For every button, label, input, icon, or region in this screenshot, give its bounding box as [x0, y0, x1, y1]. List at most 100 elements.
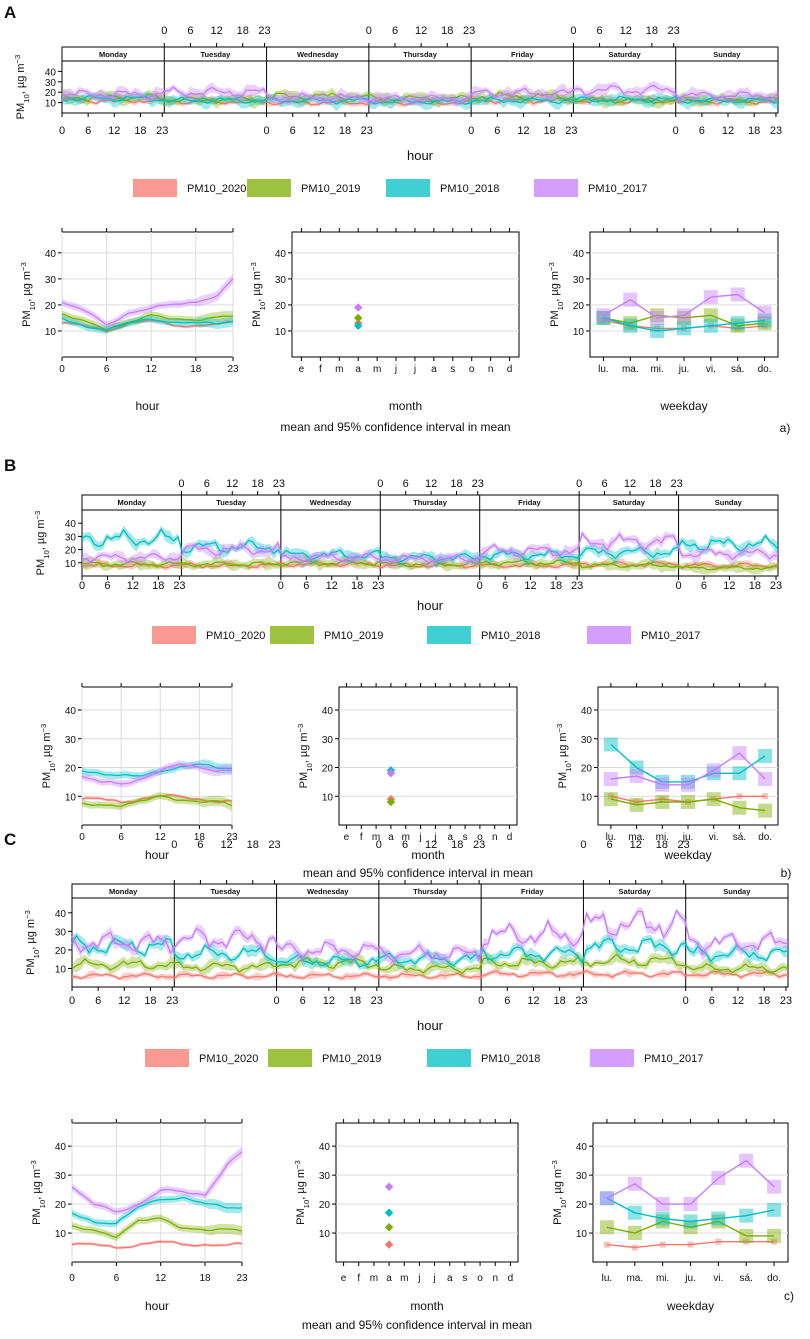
day-label: Thursday — [403, 50, 438, 59]
y-label-unit: , µg m — [25, 919, 37, 950]
month-panel-x-tick-label: e — [341, 1273, 347, 1284]
month-point-PM10_2017 — [386, 769, 396, 778]
month-panel-x-tick-label: m — [402, 832, 410, 843]
hour-panel-PM10_2019-ci-band — [72, 1214, 242, 1241]
day-label: Friday — [521, 887, 544, 896]
weekday-ci-box-PM10_2020 — [607, 793, 614, 800]
month-panel-x-label: month — [389, 399, 422, 413]
weekday-panel-x-tick-label: vi. — [709, 832, 719, 843]
day-label: Monday — [109, 887, 138, 896]
hour-panel-y-tick-label: 40 — [45, 249, 57, 260]
bottom-hour-tick-label: 6 — [709, 995, 715, 1007]
legend-label: PM10_2020 — [206, 630, 265, 642]
hour-panel-x-tick-label: 18 — [194, 832, 206, 843]
bottom-hour-tick-label: 18 — [749, 580, 761, 592]
weekly-PM10_2019-line — [61, 91, 779, 105]
weekday-panel-y-tick-label: 20 — [576, 1200, 588, 1211]
y-label-sub: 10 — [559, 1200, 568, 1209]
weekday-panel-y-tick-label: 20 — [573, 301, 585, 312]
month-panel-x-tick-label: a — [388, 832, 394, 843]
top-hour-tick-label: 23 — [258, 25, 270, 37]
legend-swatch-PM10_2018 — [427, 626, 471, 644]
top-hour-tick-label: 6 — [607, 839, 613, 851]
day-label: Tuesday — [216, 498, 247, 507]
bottom-hour-tick-label: 23 — [156, 125, 168, 137]
top-hour-tick-label: 18 — [646, 25, 658, 37]
weekday-ci-box-PM10_2020 — [762, 793, 769, 800]
weekday-line-PM10_2020 — [606, 1240, 775, 1249]
bottom-hour-tick-label: 18 — [339, 125, 351, 137]
y-label-main: PM — [15, 103, 27, 120]
weekly-y-tick-label: 10 — [45, 99, 57, 110]
hour-panel-PM10_2020-line — [61, 319, 234, 333]
top-hour-tick-label: 18 — [451, 839, 463, 851]
hour-panel-PM10_2017-line — [61, 278, 234, 326]
top-hour-tick-label: 23 — [463, 25, 475, 37]
top-hour-tick-label: 18 — [247, 839, 259, 851]
month-panel-x-tick-label: j — [413, 364, 416, 375]
bottom-hour-tick-label: 23 — [371, 995, 383, 1007]
month-point-PM10_2018 — [353, 321, 363, 330]
top-hour-tick-label: 12 — [220, 839, 232, 851]
y-label-exp: −3 — [23, 910, 32, 919]
weekday-ci-box-PM10_2019 — [603, 792, 618, 807]
month-panel-x-tick-label: m — [370, 1273, 378, 1284]
month-panel-y-tick-label: 30 — [275, 275, 287, 286]
weekday-panel-y-tick-label: 10 — [573, 327, 585, 338]
weekday-line-PM10_2019 — [610, 798, 766, 812]
hour-panel-PM10_2019-ci-band — [62, 310, 233, 334]
weekday-panel-x-tick-label: lu. — [606, 832, 617, 843]
weekly-PM10_2017-line — [61, 84, 779, 103]
weekday-line-PM10_2018 — [606, 1197, 775, 1223]
hour-panel-PM10_2018-line — [81, 763, 233, 777]
legend-label: PM10_2017 — [588, 183, 647, 195]
top-hour-tick-label: 0 — [376, 839, 382, 851]
month-panel-x-tick-label: e — [299, 364, 305, 375]
hour-panel-y-tick-label: 10 — [55, 1229, 67, 1240]
legend-label: PM10_2019 — [301, 183, 360, 195]
top-hour-tick-label: 23 — [273, 478, 285, 490]
y-label-sub: 10 — [28, 302, 37, 311]
weekly-y-tick-label: 20 — [45, 88, 57, 99]
weekday-panel-y-tick-label: 10 — [576, 1229, 588, 1240]
weekly-x-label: hour — [417, 1018, 444, 1033]
weekday-panel-y-tick-label: 20 — [581, 764, 593, 775]
weekly-y-tick-label: 40 — [65, 519, 77, 530]
top-hour-tick-label: 18 — [252, 478, 264, 490]
month-panel-x-tick-label: j — [432, 1273, 435, 1284]
bottom-hour-tick-label: 0 — [468, 125, 474, 137]
bottom-hour-tick-label: 12 — [732, 995, 744, 1007]
day-label: Saturday — [619, 887, 652, 896]
top-hour-tick-label: 6 — [403, 478, 409, 490]
weekly-y-tick-label: 30 — [65, 532, 77, 543]
hour-panel-y-tick-label: 30 — [45, 275, 57, 286]
top-hour-tick-label: 23 — [668, 25, 680, 37]
bottom-hour-tick-label: 6 — [502, 580, 508, 592]
month-panel-y-tick-label: 10 — [319, 1229, 331, 1240]
weekday-ci-box-PM10_2019 — [758, 803, 773, 818]
legend-swatch-PM10_2018 — [386, 179, 430, 197]
month-panel-x-tick-label: a — [447, 1273, 453, 1284]
month-point-PM10_2018 — [384, 1208, 394, 1218]
weekly-PM10_2017-ci-band — [82, 529, 778, 569]
bottom-hour-tick-label: 23 — [571, 580, 583, 592]
bottom-hour-tick-label: 12 — [313, 125, 325, 137]
bottom-hour-tick-label: 23 — [372, 580, 384, 592]
y-label-sub: 10 — [302, 1200, 311, 1209]
legend-label: PM10_2018 — [481, 1053, 540, 1065]
y-label-main: PM — [549, 310, 561, 327]
hour-panel-x-tick-label: 23 — [226, 832, 238, 843]
bottom-hour-tick-label: 12 — [723, 580, 735, 592]
legend-label: PM10_2017 — [641, 630, 700, 642]
month-panel-x-tick-label: n — [492, 1273, 498, 1284]
top-hour-tick-label: 12 — [425, 478, 437, 490]
hour-panel-x-tick-label: 0 — [59, 364, 65, 375]
panel-letter: C — [4, 830, 16, 849]
panel-B: Bb) Monday Tuesday Wednesday Thursday Friday S… — [4, 456, 791, 880]
y-label-exp: −3 — [293, 1160, 302, 1169]
top-hour-tick-label: 6 — [601, 478, 607, 490]
day-label: Tuesday — [200, 50, 231, 59]
weekly-y-tick-label: 10 — [65, 559, 77, 570]
month-panel-x-label: month — [410, 1299, 443, 1313]
hour-panel-x-label: hour — [135, 399, 159, 413]
